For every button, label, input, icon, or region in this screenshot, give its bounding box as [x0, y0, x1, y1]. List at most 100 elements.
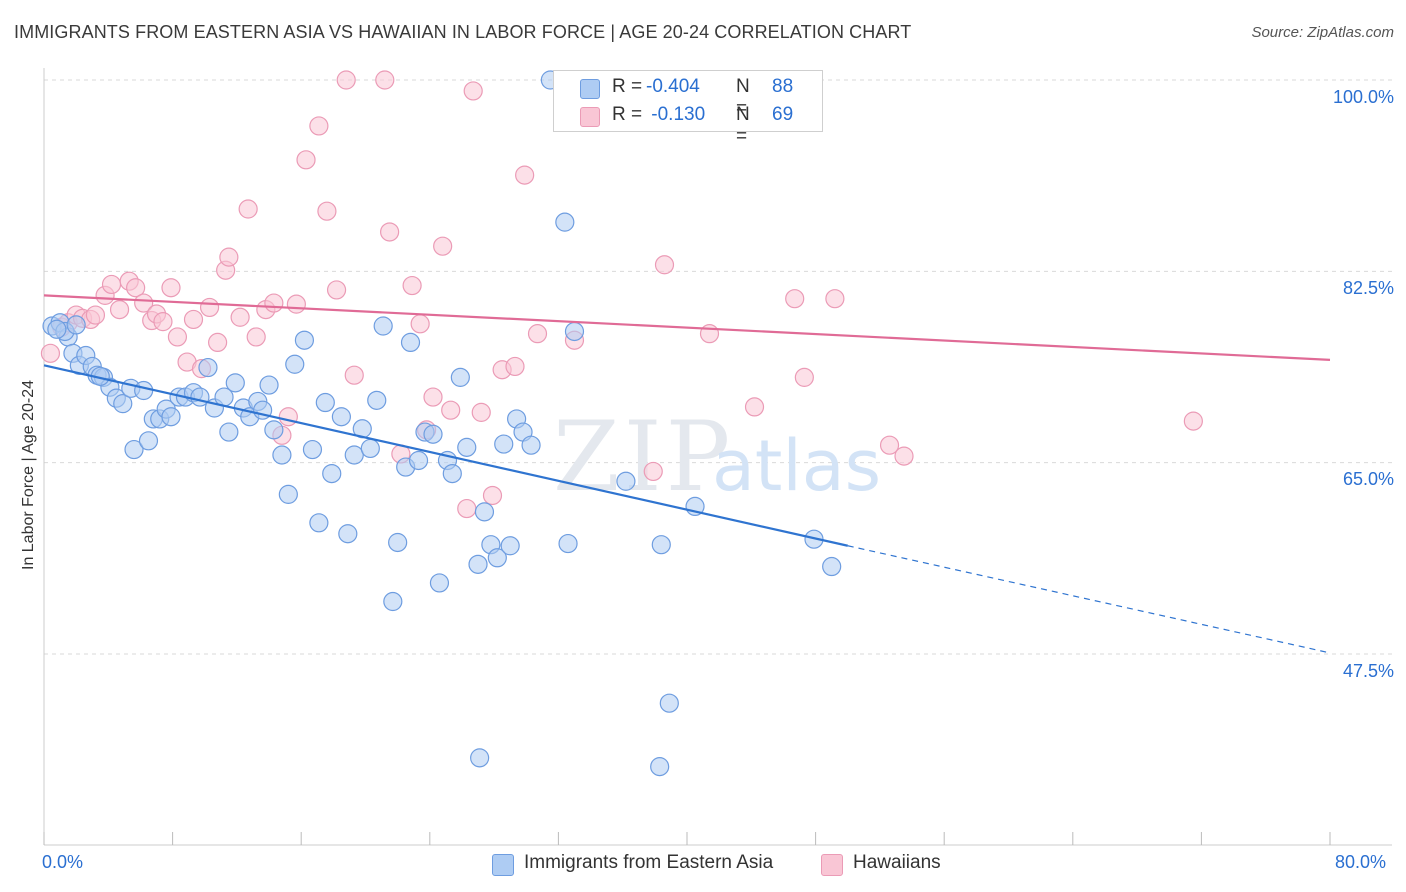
eastern-asia-point	[650, 757, 670, 777]
eastern-asia-point	[331, 407, 351, 427]
eastern-asia-point	[309, 513, 329, 533]
eastern-asia-point	[278, 484, 298, 504]
hawaiians-point	[153, 312, 173, 332]
hawaiians-point	[230, 307, 250, 327]
hawaiians-point	[1183, 411, 1203, 431]
hawaiians-point	[643, 461, 663, 482]
eastern-asia-point	[429, 573, 450, 593]
eastern-asia-point	[822, 556, 842, 577]
eastern-asia-point	[161, 407, 181, 427]
n-label: N =	[736, 104, 750, 147]
axes	[43, 68, 1392, 846]
legend-label: Immigrants from Eastern Asia	[524, 852, 774, 873]
hawaiians-trend-line	[43, 294, 1331, 361]
eastern-asia-point	[423, 424, 443, 444]
eastern-asia-point	[113, 394, 133, 414]
eastern-asia-point	[408, 450, 429, 471]
hawaiians-point	[161, 278, 181, 298]
eastern-asia-point	[198, 357, 218, 378]
hawaiians-point	[278, 407, 298, 427]
hawaiians-point	[219, 247, 239, 267]
hawaiians-point	[101, 274, 122, 295]
hawaiians-point	[785, 289, 805, 309]
eastern-asia-point	[338, 524, 358, 544]
hawaiians-point	[471, 402, 491, 422]
eastern-asia-point	[264, 420, 284, 440]
eastern-asia-point	[285, 354, 305, 374]
y-tick-label-82-5: 82.5%	[1342, 278, 1394, 298]
eastern-asia-point	[302, 439, 323, 460]
hawaiians-point	[167, 327, 188, 347]
grid-lines	[44, 79, 1392, 655]
hawaiians-point	[40, 343, 61, 363]
hawaiians-point	[296, 150, 316, 170]
y-tick-label-65: 65.0%	[1342, 469, 1394, 489]
hawaiians-point	[126, 278, 146, 298]
eastern-asia-point	[659, 693, 679, 713]
watermark: ZIP atlas	[553, 401, 881, 513]
pink-swatch	[580, 107, 600, 127]
eastern-asia-point	[500, 536, 520, 556]
eastern-asia-point	[134, 380, 154, 401]
hawaiians-point	[134, 293, 154, 313]
chart-title: IMMIGRANTS FROM EASTERN ASIA VS HAWAIIAN…	[14, 22, 912, 42]
eastern-asia-point	[360, 438, 380, 459]
hawaiians-point	[482, 485, 503, 506]
hawaiians-point	[894, 446, 914, 466]
r-label: R =	[612, 104, 648, 125]
hawaiians-point	[317, 201, 337, 221]
hawaiians-points	[40, 70, 1203, 519]
eastern-asia-trend-line	[43, 364, 848, 547]
eastern-asia-point	[450, 367, 470, 387]
eastern-asia-trend-extension	[847, 545, 1331, 654]
y-tick-label-47-5: 47.5%	[1342, 661, 1394, 681]
eastern-asia-point	[400, 332, 421, 352]
hawaiians-point	[336, 70, 356, 90]
r-label: R =	[612, 76, 648, 97]
eastern-asia-point	[294, 330, 315, 350]
hawaiians-point	[344, 365, 364, 385]
watermark-atlas: atlas	[712, 425, 881, 507]
eastern-asia-swatch	[492, 854, 514, 876]
hawaiians-point	[109, 300, 130, 320]
eastern-asia-point	[66, 315, 86, 335]
eastern-asia-point	[474, 502, 495, 522]
eastern-asia-point	[470, 748, 490, 768]
eastern-asia-point	[388, 532, 408, 553]
hawaiians-point	[744, 397, 765, 417]
eastern-asia-point	[564, 321, 585, 342]
eastern-asia-point	[225, 373, 245, 393]
hawaiians-point	[527, 324, 548, 344]
hawaiians-point	[825, 289, 845, 309]
hawaiians-swatch	[821, 854, 843, 876]
hawaiians-point	[457, 498, 477, 519]
n-label: N =	[736, 76, 750, 119]
hawaiians-point	[879, 435, 900, 455]
eastern-asia-point	[344, 445, 364, 465]
eastern-asia-point	[487, 548, 507, 568]
hawaiians-point	[246, 327, 266, 347]
eastern-asia-point	[373, 316, 393, 336]
x-max-label: 80.0%	[1335, 852, 1387, 872]
eastern-asia-point	[138, 431, 159, 451]
legend-label: Hawaiians	[853, 852, 941, 873]
n-value: 88	[772, 76, 794, 97]
hawaiians-point	[402, 275, 422, 296]
hawaiians-point	[326, 280, 347, 300]
eastern-asia-point	[442, 464, 462, 484]
hawaiians-point	[85, 305, 106, 325]
stats-legend: R = -0.404 N = 88 R = -0.130 N = 69	[553, 70, 823, 147]
source-credit: Source: ZipAtlas.com	[1251, 24, 1394, 41]
hawaiians-point	[208, 332, 228, 352]
eastern-asia-point	[616, 471, 636, 491]
hawaiians-point	[286, 294, 306, 314]
trend-lines	[43, 294, 1331, 654]
r-value: -0.404	[646, 76, 700, 97]
eastern-asia-point	[558, 533, 578, 554]
eastern-asia-point	[521, 435, 541, 455]
eastern-asia-point	[315, 392, 335, 413]
hawaiians-point	[441, 400, 461, 420]
eastern-asia-point	[219, 422, 239, 442]
eastern-asia-point	[47, 319, 67, 339]
